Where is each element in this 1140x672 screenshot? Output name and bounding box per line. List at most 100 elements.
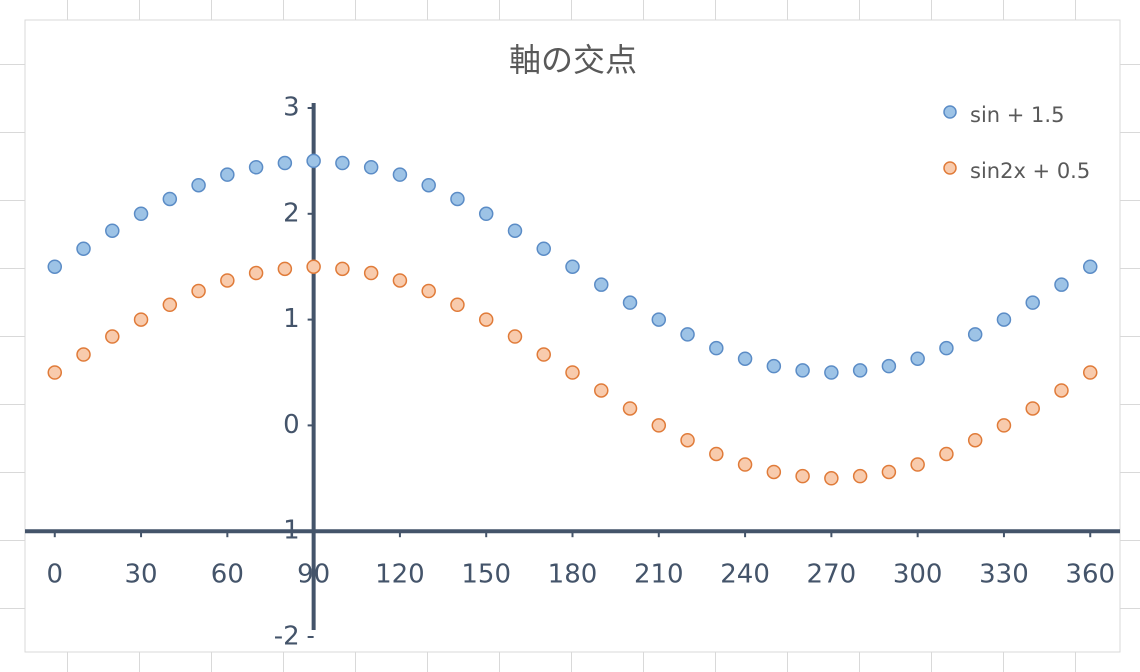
- point: [392, 273, 408, 288]
- x-tick-label: 60: [211, 560, 244, 590]
- x-tick-label: 210: [634, 560, 684, 590]
- x-tick-label: 120: [375, 560, 425, 590]
- point: [421, 177, 436, 193]
- point: [996, 418, 1012, 433]
- point: [680, 327, 695, 342]
- point: [450, 191, 465, 207]
- x-tick-label: 180: [548, 560, 598, 590]
- point: [1082, 365, 1098, 380]
- x-tick-label: 0: [46, 560, 63, 590]
- legend-label: sin2x + 0.5: [970, 159, 1090, 183]
- point: [392, 167, 408, 182]
- point: [47, 365, 63, 380]
- point: [335, 155, 350, 171]
- point: [335, 261, 350, 277]
- legend-label: sin + 1.5: [970, 103, 1064, 127]
- point: [565, 365, 580, 380]
- point: [162, 191, 178, 207]
- y-tick-label: 2: [283, 198, 300, 228]
- point: [651, 312, 667, 327]
- point: [191, 177, 206, 193]
- point: [536, 347, 551, 362]
- point: [680, 432, 695, 448]
- point: [306, 259, 321, 274]
- y-tick-label: 1: [283, 304, 300, 334]
- point: [1054, 277, 1069, 292]
- y-tick-label: 0: [283, 410, 300, 440]
- point: [737, 351, 753, 366]
- point: [824, 365, 839, 380]
- point: [363, 159, 379, 175]
- point: [594, 383, 609, 398]
- point: [622, 401, 638, 416]
- point: [824, 471, 839, 486]
- point: [191, 283, 206, 299]
- legend-marker: [943, 161, 957, 175]
- x-tick-label: 90: [297, 560, 330, 590]
- x-tick-label: 270: [807, 560, 857, 590]
- point: [709, 446, 724, 462]
- point: [939, 340, 954, 356]
- point: [133, 312, 149, 327]
- point: [220, 167, 235, 182]
- point: [622, 295, 638, 310]
- point: [852, 363, 868, 378]
- x-tick-label: 330: [979, 560, 1029, 590]
- point: [795, 468, 810, 484]
- x-tick-label: 30: [125, 560, 158, 590]
- point: [737, 457, 753, 472]
- point: [220, 273, 235, 288]
- point: [306, 153, 321, 169]
- point: [1025, 401, 1040, 416]
- point: [363, 265, 379, 281]
- point: [248, 159, 264, 175]
- point: [105, 329, 120, 344]
- y-tick-label: 3: [283, 93, 300, 123]
- point: [594, 277, 609, 292]
- point: [277, 261, 293, 277]
- point: [967, 432, 983, 448]
- y-tick-label: -2: [274, 622, 300, 652]
- point: [450, 297, 465, 313]
- point: [76, 241, 91, 256]
- x-tick-label: 240: [720, 560, 770, 590]
- point: [478, 312, 494, 327]
- x-tick-label: 300: [893, 560, 943, 590]
- x-tick-label: 150: [461, 560, 511, 590]
- point: [47, 259, 63, 274]
- point: [1082, 259, 1098, 274]
- point: [766, 464, 782, 480]
- point: [881, 464, 897, 480]
- point: [536, 241, 551, 256]
- point: [709, 340, 724, 356]
- point: [507, 329, 523, 344]
- point: [651, 418, 667, 433]
- legend-marker: [943, 105, 957, 119]
- point: [248, 265, 264, 281]
- point: [910, 351, 925, 366]
- point: [852, 468, 868, 484]
- chart-area: [24, 19, 1121, 653]
- x-tick-label: 360: [1065, 560, 1115, 590]
- point: [795, 363, 810, 378]
- point: [766, 358, 782, 374]
- point: [478, 206, 494, 222]
- chart-title: 軸の交点: [509, 41, 637, 79]
- point: [133, 206, 149, 222]
- point: [881, 358, 897, 374]
- point: [565, 259, 580, 274]
- point: [507, 223, 523, 238]
- point: [76, 347, 91, 362]
- point: [996, 312, 1012, 327]
- point: [967, 327, 983, 342]
- point: [910, 457, 925, 472]
- point: [1054, 383, 1069, 398]
- point: [939, 446, 954, 462]
- point: [162, 297, 178, 313]
- y-tick-label: -1: [274, 516, 300, 546]
- point: [421, 283, 436, 299]
- point: [277, 155, 293, 171]
- point: [1025, 295, 1040, 310]
